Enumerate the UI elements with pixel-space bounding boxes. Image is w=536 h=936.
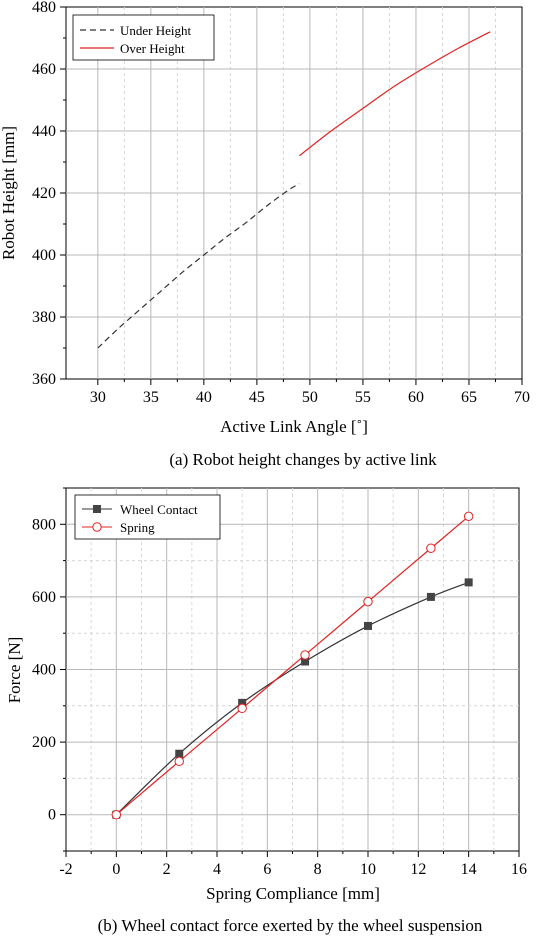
y-axis-title: Robot Height [mm] bbox=[0, 126, 18, 260]
y-tick-label: 440 bbox=[32, 123, 56, 140]
grid bbox=[66, 488, 519, 851]
data-point-spring bbox=[174, 756, 184, 767]
y-tick-label: 420 bbox=[32, 185, 56, 202]
data-point-spring bbox=[363, 596, 373, 607]
legend: Under Height Over Height bbox=[72, 14, 215, 61]
x-tick-label: 55 bbox=[355, 389, 371, 406]
legend-box bbox=[74, 494, 221, 540]
y-tick-label: 400 bbox=[32, 247, 56, 264]
legend: Wheel Contact Spring bbox=[74, 494, 221, 540]
x-tick-label: 30 bbox=[90, 389, 106, 406]
legend-marker-spring bbox=[92, 522, 102, 532]
legend-label-wheel-contact: Wheel Contact bbox=[120, 502, 198, 517]
y-tick-label: 360 bbox=[32, 371, 56, 388]
data-point-wheel-contact bbox=[301, 657, 310, 666]
grid bbox=[66, 7, 522, 379]
data-point-wheel-contact bbox=[175, 749, 184, 758]
caption-b: (b) Wheel contact force exerted by the w… bbox=[98, 916, 483, 935]
series-markers bbox=[111, 511, 474, 820]
legend-label-spring: Spring bbox=[120, 520, 155, 535]
x-tick-label: 12 bbox=[410, 861, 426, 878]
chart-robot-height: 30 35 40 45 50 55 60 65 70 360 380 400 420 440 460 480… bbox=[0, 0, 530, 469]
y-tick-label: 380 bbox=[32, 309, 56, 326]
y-tick-label: 800 bbox=[32, 516, 56, 533]
legend-label-over-height: Over Height bbox=[120, 41, 185, 56]
y-tick-labels: 0 200 400 600 800 bbox=[32, 516, 56, 823]
data-point-spring bbox=[111, 810, 122, 820]
y-tick-label: 480 bbox=[32, 0, 56, 16]
legend-box bbox=[72, 14, 215, 61]
x-tick-label: 4 bbox=[213, 861, 221, 878]
x-tick-label: 16 bbox=[511, 861, 527, 878]
data-point-wheel-contact bbox=[464, 578, 473, 587]
tick-marks bbox=[60, 487, 520, 857]
x-tick-labels: 30 35 40 45 50 55 60 65 70 bbox=[90, 389, 530, 406]
y-tick-label: 0 bbox=[48, 807, 56, 824]
x-tick-label: 2 bbox=[163, 861, 171, 878]
data-point-wheel-contact bbox=[364, 621, 372, 630]
x-tick-labels: -2 0 2 4 6 8 10 12 14 16 bbox=[59, 861, 527, 878]
x-tick-label: 10 bbox=[360, 861, 376, 878]
y-tick-label: 400 bbox=[32, 662, 56, 679]
data-point-spring bbox=[463, 511, 474, 522]
y-axis-title: Force [N] bbox=[5, 637, 24, 704]
x-tick-label: 45 bbox=[249, 389, 265, 406]
y-tick-labels: 360 380 400 420 440 460 480 bbox=[32, 0, 56, 388]
x-tick-label: 70 bbox=[514, 389, 530, 406]
x-axis-title: Spring Compliance [mm] bbox=[206, 884, 380, 903]
y-tick-label: 200 bbox=[32, 734, 56, 751]
series-line-under-height bbox=[97, 183, 300, 349]
x-axis-title: Active Link Angle [˚] bbox=[220, 417, 368, 436]
y-tick-label: 600 bbox=[32, 589, 56, 606]
data-point-spring bbox=[237, 703, 247, 714]
x-tick-label: 50 bbox=[302, 389, 318, 406]
x-tick-label: 0 bbox=[112, 861, 120, 878]
x-tick-label: -2 bbox=[59, 861, 72, 878]
data-point-spring bbox=[300, 650, 310, 660]
data-point-wheel-contact bbox=[426, 592, 435, 601]
x-tick-label: 6 bbox=[263, 861, 271, 878]
tick-marks bbox=[60, 6, 523, 385]
series-line-over-height bbox=[298, 31, 491, 157]
data-point-spring bbox=[426, 543, 436, 553]
x-tick-label: 60 bbox=[408, 389, 424, 406]
x-tick-label: 40 bbox=[196, 389, 212, 406]
chart-wheel-force: -2 0 2 4 6 8 10 12 14 16 0 200 400 600 800 Spring Com… bbox=[5, 487, 527, 935]
y-tick-label: 460 bbox=[32, 61, 56, 78]
x-tick-label: 8 bbox=[314, 861, 322, 878]
x-tick-label: 14 bbox=[461, 861, 477, 878]
x-tick-label: 65 bbox=[461, 389, 477, 406]
data-point-wheel-contact bbox=[238, 698, 247, 707]
x-tick-label: 35 bbox=[143, 389, 159, 406]
series-lines bbox=[97, 31, 491, 349]
legend-label-under-height: Under Height bbox=[120, 23, 192, 38]
legend-marker-wheel-contact bbox=[93, 505, 101, 513]
caption-a: (a) Robot height changes by active link bbox=[169, 450, 437, 469]
